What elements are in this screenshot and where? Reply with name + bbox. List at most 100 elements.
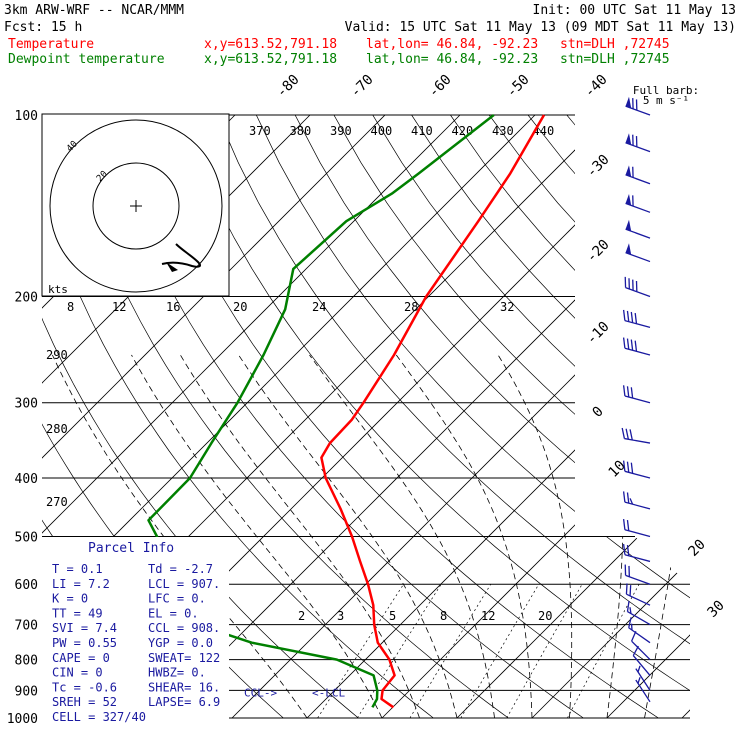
level-markers: CCL-> <-LCL <box>244 686 345 699</box>
dry-adiabat-line <box>372 115 690 718</box>
parcel-row-right: LCL = 907. <box>148 577 220 591</box>
parcel-row-left: SREH = 52 <box>52 695 117 709</box>
theta-e-label: 16 <box>166 300 180 314</box>
isotherm-label: -10 <box>584 319 613 348</box>
mixing-ratio-label: 20 <box>538 609 552 623</box>
dry-adiabat-line <box>488 115 690 718</box>
model-title: 3km ARW-WRF -- NCAR/MMM <box>4 3 184 18</box>
theta-e-label: 24 <box>312 300 326 314</box>
isotherm-line <box>231 115 690 718</box>
moist-adiabat-line <box>52 354 308 718</box>
legend-dewpoint-name: Dewpoint temperature <box>8 52 165 67</box>
parcel-row-right: CCL = 908. <box>148 621 220 635</box>
valid-time: Valid: 15 UTC Sat 11 May 13 (09 MDT Sat … <box>345 20 736 35</box>
theta-label: 380 <box>290 124 312 138</box>
hodograph-ring-outer <box>49 119 223 293</box>
pressure-tick-label: 400 <box>15 472 38 487</box>
isotherm-line <box>42 115 461 718</box>
dry-adiabat-line <box>605 115 690 718</box>
theta-e-label: 8 <box>67 300 74 314</box>
wind-barb <box>625 96 651 116</box>
theta-label: 400 <box>371 124 393 138</box>
isotherm-label: -50 <box>504 72 533 101</box>
wind-barb <box>622 337 651 356</box>
wind-barb <box>635 677 651 703</box>
theta-e-label: 28 <box>404 300 418 314</box>
dry-adiabat-line <box>411 115 690 718</box>
mixing-ratio-label: 12 <box>481 609 495 623</box>
lcl-marker: <-LCL <box>312 686 345 699</box>
hodograph-trace <box>161 243 201 268</box>
init-time: Init: 00 UTC Sat 11 May 13 <box>533 3 737 18</box>
legend-temperature-latlon: lat,lon= 46.84, -92.23 <box>366 37 538 52</box>
parcel-row-left: T = 0.1 <box>52 562 103 576</box>
isotherm-label: -80 <box>274 72 303 101</box>
dry-adiabat-line <box>255 115 690 718</box>
wind-key-title: Full barb: <box>633 84 699 97</box>
wind-barb <box>625 133 651 153</box>
parcel-row-left: CELL = 327/40 <box>52 710 146 724</box>
isotherm-line <box>531 115 690 718</box>
parcel-row-right: HWBZ= 0. <box>148 666 206 680</box>
moist-adiabat-line <box>395 354 533 718</box>
parcel-row-left: K = 0 <box>52 592 88 606</box>
theta-e-left-label: 290 <box>46 348 68 362</box>
wind-barb <box>622 309 651 328</box>
theta-e-label: 12 <box>112 300 126 314</box>
mixing-ratio-line <box>567 584 640 718</box>
isotherm-line <box>681 115 690 718</box>
theta-e-label: 32 <box>500 300 514 314</box>
parcel-row-right: Td = -2.7 <box>148 562 213 576</box>
wind-barb <box>622 491 651 510</box>
pressure-tick-label: 200 <box>15 291 38 306</box>
forecast-hour: Fcst: 15 h <box>4 20 82 35</box>
wind-barb <box>625 583 651 606</box>
pressure-tick-label: 700 <box>15 619 38 634</box>
wind-barb <box>635 665 651 691</box>
legend-temperature-name: Temperature <box>8 37 94 52</box>
parcel-info-frame <box>42 537 229 727</box>
parcel-info-title: Parcel Info <box>88 541 174 556</box>
wind-barb <box>628 617 651 644</box>
parcel-row-right: YGP = 0.0 <box>148 636 213 650</box>
parcel-info-box: Parcel Info T = 0.1 Td = -2.7 LI = 7.2 LCL … <box>42 537 229 727</box>
theta-label: 390 <box>330 124 352 138</box>
dry-adiabat-line <box>683 115 690 718</box>
isotherm-line <box>606 115 690 718</box>
isotherm-label: -40 <box>582 72 611 101</box>
ccl-marker: CCL-> <box>244 686 277 699</box>
isotherm-label: -30 <box>584 152 613 181</box>
isotherm-label: 30 <box>705 598 728 621</box>
hodograph: 20 40 kts <box>41 113 230 297</box>
dry-adiabat-line <box>217 115 690 718</box>
moist-adiabat-line <box>309 354 495 718</box>
wind-key-value: 5 m s⁻¹ <box>643 94 689 107</box>
wind-barb <box>626 600 651 626</box>
dry-adiabat-line <box>722 115 740 718</box>
wind-barb <box>622 518 651 538</box>
wind-barb <box>625 194 651 213</box>
hodograph-units: kts <box>48 283 68 296</box>
dry-adiabat-line <box>294 115 690 718</box>
mixing-ratio-label: 8 <box>440 609 447 623</box>
sounding-curves <box>147 114 546 709</box>
pressure-tick-label: 500 <box>15 530 38 545</box>
isotherm-label: -20 <box>584 237 613 266</box>
wind-barb <box>622 385 651 404</box>
isotherm-label: -70 <box>348 72 377 101</box>
moist-adiabat-line <box>497 354 573 718</box>
dry-adiabat-line <box>100 115 584 718</box>
isotherm-label: -60 <box>426 72 455 101</box>
mixing-ratio-label: 3 <box>337 609 344 623</box>
isotherm-line <box>381 115 690 718</box>
wind-barb <box>625 219 651 239</box>
dry-adiabat-line <box>139 115 659 718</box>
parcel-row-left: LI = 7.2 <box>52 577 110 591</box>
theta-e-left-label: 270 <box>46 495 68 509</box>
moist-adiabat-line <box>238 354 458 718</box>
parcel-row-right: EL = 0. <box>148 606 199 620</box>
theta-label: 430 <box>492 124 514 138</box>
mixing-ratio-line <box>317 584 404 718</box>
dewpoint-curve <box>147 114 495 708</box>
legend-dewpoint-stn: stn=DLH ,72745 <box>560 52 670 67</box>
